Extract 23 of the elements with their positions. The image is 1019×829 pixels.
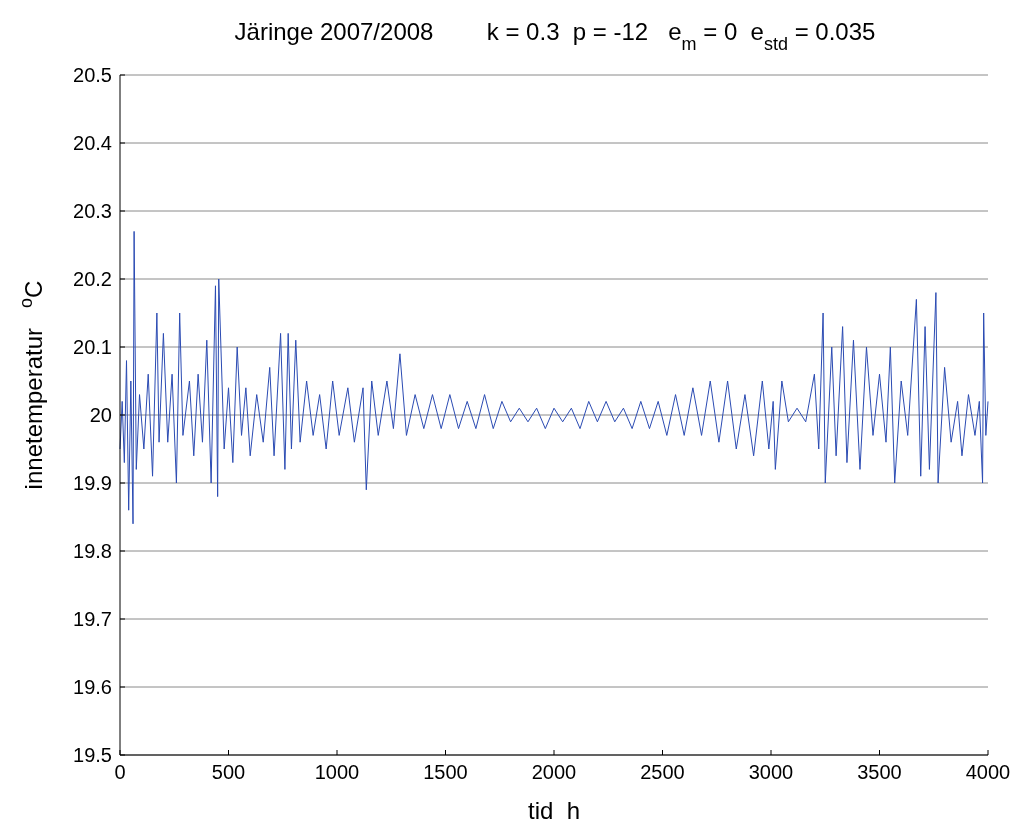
x-tick-label: 2500 [640, 761, 685, 783]
y-tick-label: 20.5 [73, 64, 112, 86]
y-tick-label: 19.6 [73, 676, 112, 698]
y-tick-label: 19.9 [73, 472, 112, 494]
y-tick-label: 19.8 [73, 540, 112, 562]
x-tick-label: 1000 [314, 761, 360, 783]
x-tick-label: 500 [211, 761, 246, 783]
x-tick-label: 2000 [531, 761, 577, 783]
x-tick-label: 1500 [423, 761, 468, 783]
y-tick-label: 20.3 [73, 200, 112, 222]
y-tick-label: 20.1 [73, 336, 112, 358]
chart-title: Järinge 2007/2008 k = 0.3 p = -12 e$_{m}$ = 0 e$_{std}$ = 0.035 [234, 18, 876, 54]
x-axis-title: tid h [527, 797, 581, 824]
x-tick-label: 4000 [965, 761, 1011, 783]
y-tick-label: 20.4 [73, 132, 112, 154]
x-tick-label: 0 [114, 761, 126, 783]
x-tick-label: 3000 [748, 761, 794, 783]
line-series [119, 230, 989, 525]
y-tick-label: 20.2 [73, 268, 112, 290]
y-tick-label: 19.5 [73, 744, 112, 766]
x-tick-label: 3500 [857, 761, 902, 783]
y-tick-label: 20 [89, 404, 112, 426]
y-tick-label: 19.7 [73, 608, 112, 630]
